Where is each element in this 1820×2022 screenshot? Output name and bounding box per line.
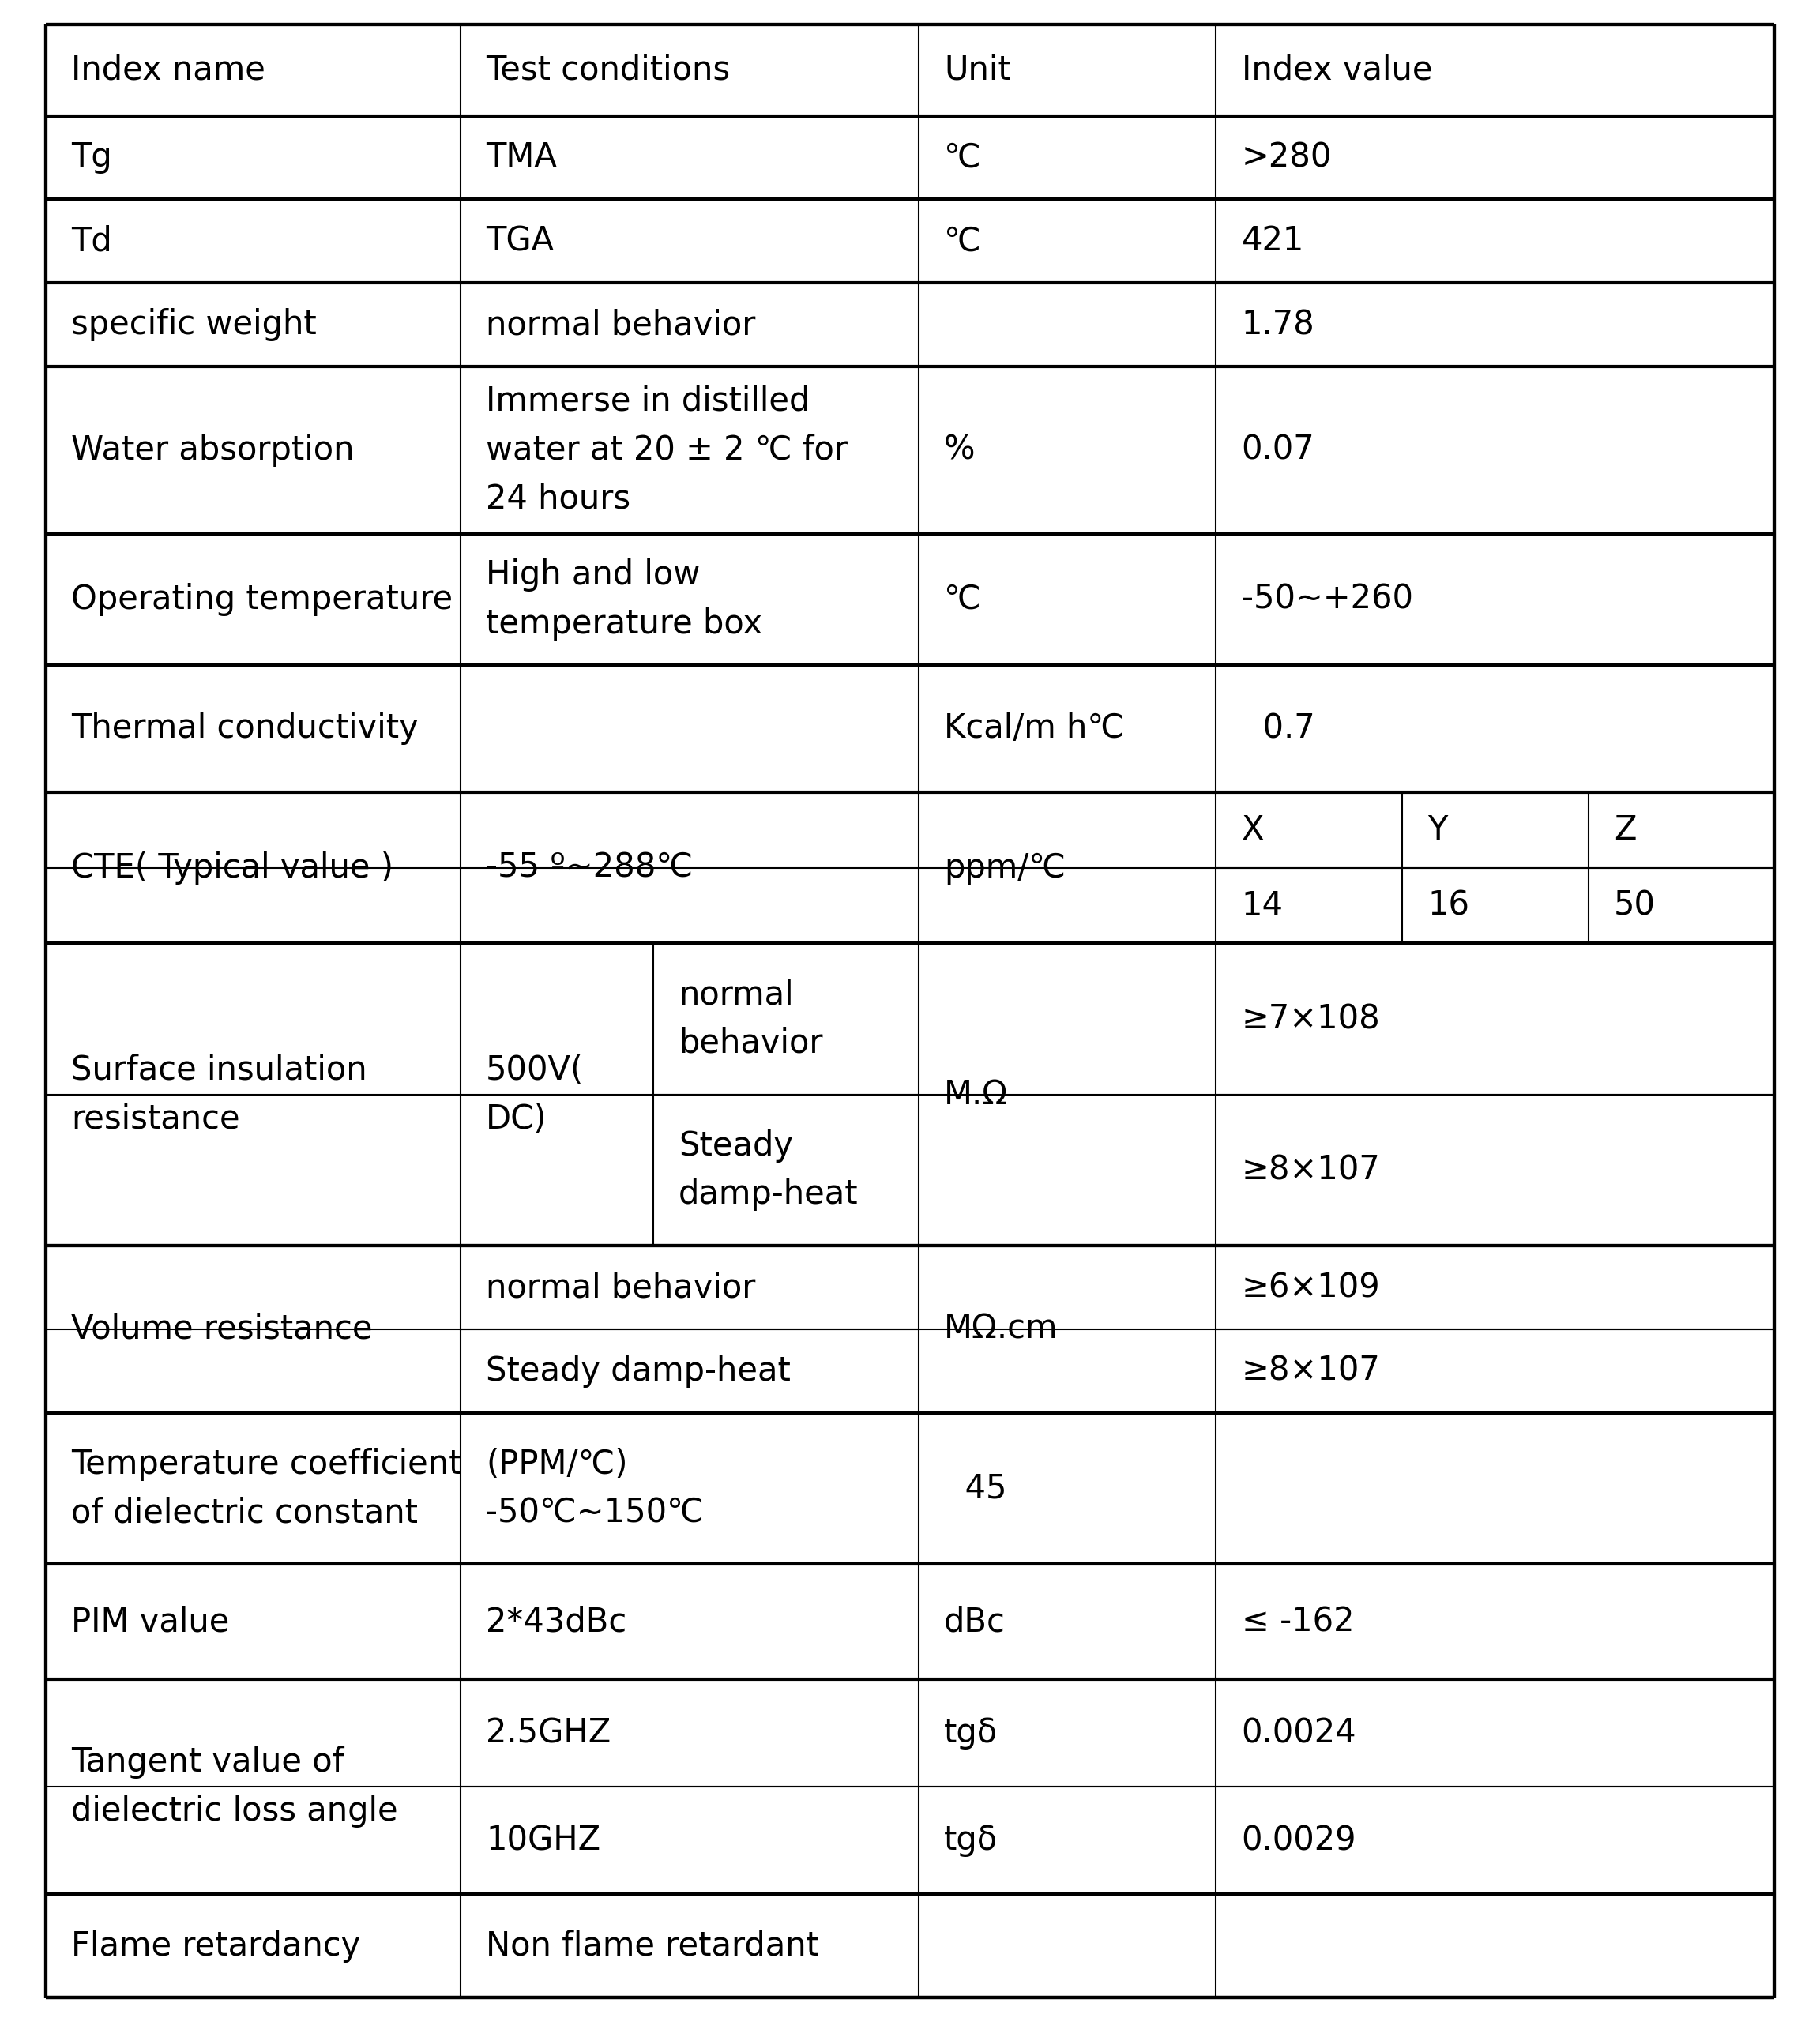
Text: 0.7: 0.7: [1241, 712, 1314, 744]
Text: 14: 14: [1241, 890, 1283, 922]
Bar: [46, 1783, 460, 1791]
Text: Volume resistance: Volume resistance: [71, 1312, 373, 1347]
Text: Steady
damp-heat: Steady damp-heat: [679, 1128, 859, 1211]
Bar: [46, 863, 1216, 871]
Text: 2.5GHZ: 2.5GHZ: [486, 1717, 612, 1749]
Text: 16: 16: [1427, 890, 1469, 922]
Text: Tg: Tg: [71, 142, 111, 174]
Text: 421: 421: [1241, 224, 1305, 257]
Text: Index name: Index name: [71, 53, 266, 87]
Bar: [919, 1090, 1774, 1098]
Text: Operating temperature: Operating temperature: [71, 582, 453, 617]
Text: Td: Td: [71, 224, 111, 257]
Bar: [919, 1324, 1216, 1332]
Text: normal
behavior: normal behavior: [679, 979, 823, 1060]
Text: ≤ -162: ≤ -162: [1241, 1605, 1354, 1638]
Text: specific weight: specific weight: [71, 307, 317, 342]
Text: normal behavior: normal behavior: [486, 1272, 755, 1304]
Bar: [1210, 1897, 1221, 1996]
Bar: [914, 1897, 925, 1996]
Text: High and low
temperature box: High and low temperature box: [486, 558, 763, 641]
Text: Temperature coefficient
of dielectric constant: Temperature coefficient of dielectric co…: [71, 1448, 462, 1529]
Text: PIM value: PIM value: [71, 1605, 229, 1638]
Text: %: %: [945, 433, 976, 467]
Text: 0.0029: 0.0029: [1241, 1824, 1356, 1856]
Text: ≥7×108: ≥7×108: [1241, 1003, 1380, 1035]
Text: Index value: Index value: [1241, 53, 1432, 87]
Text: Test conditions: Test conditions: [486, 53, 730, 87]
Text: 45: 45: [945, 1472, 1006, 1504]
Text: -50~+260: -50~+260: [1241, 582, 1412, 617]
Text: ≥8×107: ≥8×107: [1241, 1355, 1380, 1387]
Text: 2*43dBc: 2*43dBc: [486, 1605, 626, 1638]
Text: Z: Z: [1614, 813, 1636, 847]
Text: MΩ.cm: MΩ.cm: [945, 1312, 1057, 1347]
Text: Kcal/m h℃: Kcal/m h℃: [945, 712, 1125, 744]
Text: -55 º~288℃: -55 º~288℃: [486, 851, 693, 884]
Text: Immerse in distilled
water at 20 ± 2 ℃ for
24 hours: Immerse in distilled water at 20 ± 2 ℃ f…: [486, 384, 848, 516]
Text: Non flame retardant: Non flame retardant: [486, 1929, 819, 1963]
Text: >280: >280: [1241, 142, 1332, 174]
Text: CTE( Typical value ): CTE( Typical value ): [71, 851, 393, 884]
Text: tgδ: tgδ: [945, 1824, 997, 1856]
Text: Thermal conductivity: Thermal conductivity: [71, 712, 419, 744]
Text: tgδ: tgδ: [945, 1717, 997, 1749]
Text: TGA: TGA: [486, 224, 553, 257]
Text: Steady damp-heat: Steady damp-heat: [486, 1355, 790, 1387]
Text: (PPM/℃)
-50℃~150℃: (PPM/℃) -50℃~150℃: [486, 1448, 704, 1529]
Text: Unit: Unit: [945, 53, 1012, 87]
Bar: [46, 1324, 460, 1332]
Text: Flame retardancy: Flame retardancy: [71, 1929, 360, 1963]
Text: 0.07: 0.07: [1241, 433, 1314, 467]
Bar: [46, 1090, 460, 1098]
Text: Y: Y: [1427, 813, 1447, 847]
Text: TMA: TMA: [486, 142, 557, 174]
Text: ℃: ℃: [945, 582, 981, 617]
Text: Surface insulation
resistance: Surface insulation resistance: [71, 1053, 368, 1136]
Text: normal behavior: normal behavior: [486, 307, 755, 342]
Text: ppm/℃: ppm/℃: [945, 851, 1067, 884]
Text: Water absorption: Water absorption: [71, 433, 355, 467]
Text: 500V(
DC): 500V( DC): [486, 1053, 584, 1136]
Bar: [1210, 1415, 1221, 1563]
Text: ≥8×107: ≥8×107: [1241, 1155, 1380, 1187]
Text: X: X: [1241, 813, 1265, 847]
Text: 50: 50: [1614, 890, 1656, 922]
Text: 10GHZ: 10GHZ: [486, 1824, 601, 1856]
Text: ℃: ℃: [945, 224, 981, 257]
Text: dBc: dBc: [945, 1605, 1006, 1638]
Text: Tangent value of
dielectric loss angle: Tangent value of dielectric loss angle: [71, 1745, 399, 1828]
Text: ≥6×109: ≥6×109: [1241, 1272, 1380, 1304]
Text: ℃: ℃: [945, 142, 981, 174]
Text: M.Ω: M.Ω: [945, 1078, 1008, 1112]
Text: 1.78: 1.78: [1241, 307, 1314, 342]
Text: 0.0024: 0.0024: [1241, 1717, 1356, 1749]
